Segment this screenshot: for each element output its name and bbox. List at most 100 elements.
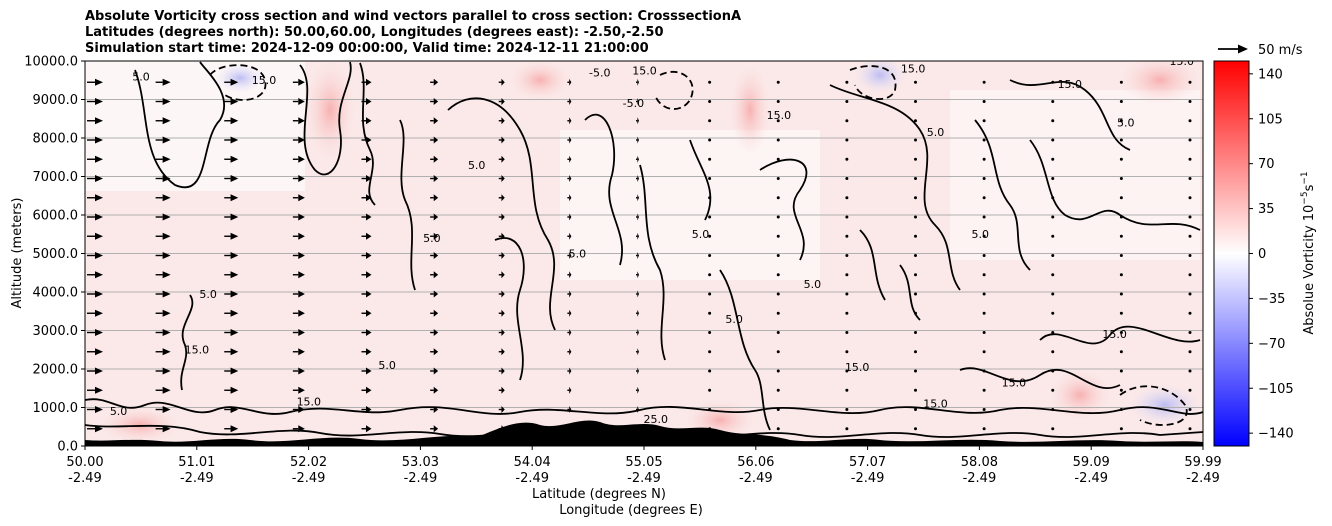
contour-label: 5.0: [199, 288, 217, 301]
x-tick-label-lon: -2.49: [739, 471, 773, 486]
wind-vector: [87, 78, 103, 86]
wind-vector: [1051, 119, 1055, 123]
wind-vector: [776, 369, 780, 373]
wind-vector: [292, 309, 305, 317]
chart-title-line-2: Latitudes (degrees north): 50.00,60.00, …: [85, 25, 664, 40]
wind-vector: [1051, 157, 1055, 161]
wind-vector: [87, 194, 103, 202]
wind-vector: [1119, 311, 1123, 315]
contour-label: 5.0: [110, 405, 128, 418]
negative-vorticity-contours: [209, 64, 1188, 426]
wind-vector: [292, 367, 305, 375]
wind-vector: [776, 138, 780, 142]
wind-vector: [224, 309, 239, 317]
wind-vector: [708, 119, 712, 123]
wind-vector: [982, 331, 986, 334]
x-tick-label-lat: 50.00: [66, 455, 103, 470]
wind-vector: [845, 350, 849, 354]
colorbar-tick-label: 140: [1258, 67, 1283, 82]
wind-vector: [776, 234, 780, 238]
wind-vector: [498, 136, 505, 144]
wind-vector: [708, 196, 712, 200]
y-tick-label: 0.0: [57, 440, 78, 455]
wind-vector: [361, 232, 372, 240]
contour-label: 15.0: [1169, 55, 1194, 68]
wind-vector: [636, 348, 639, 356]
wind-vector: [292, 348, 305, 356]
wind-vector: [982, 215, 986, 219]
wind-vector: [87, 213, 103, 221]
x-tick-label-lon: -2.49: [515, 471, 549, 486]
wind-vector: [1051, 292, 1055, 296]
wind-vector: [155, 136, 171, 144]
wind-vector: [914, 177, 917, 180]
wind-vector: [845, 100, 849, 103]
wind-vector: [361, 271, 372, 279]
wind-vector: [567, 117, 572, 125]
wind-vector: [87, 309, 103, 317]
contour-label: 15.0: [1058, 78, 1083, 91]
y-tick-label: 6000.0: [33, 209, 79, 224]
wind-vector: [776, 215, 780, 219]
wind-vector: [776, 292, 780, 296]
wind-vector: [430, 348, 439, 356]
wind-vector: [776, 254, 780, 257]
wind-vector: [498, 175, 505, 182]
wind-vector: [636, 290, 639, 298]
wind-vector: [708, 369, 712, 373]
wind-vector: [498, 290, 505, 298]
wind-vector: [155, 252, 171, 259]
wind-vector: [224, 117, 239, 125]
wind-vector: [155, 425, 171, 433]
wind-vector: [224, 136, 239, 144]
wind-vector: [1051, 234, 1055, 238]
wind-vector: [155, 194, 171, 202]
wind-vector: [1051, 254, 1055, 257]
wind-vector: [430, 309, 439, 317]
wind-vector: [708, 80, 712, 84]
wind-vector: [567, 290, 572, 298]
wind-vector: [914, 254, 917, 257]
wind-vector: [708, 408, 712, 411]
x-tick-label-lat: 59.99: [1184, 455, 1221, 470]
wind-vector: [1188, 369, 1192, 373]
wind-vector: [914, 138, 917, 142]
wind-vector: [845, 177, 849, 180]
wind-vector: [361, 367, 372, 375]
wind-vector: [1119, 157, 1123, 161]
wind-vector: [914, 119, 917, 123]
wind-vector: [914, 273, 917, 277]
wind-vector: [914, 100, 917, 103]
wind-vector: [1188, 100, 1192, 103]
wind-vector: [224, 406, 239, 413]
wind-vector: [914, 408, 917, 411]
colorbar-tick-label: −140: [1258, 427, 1294, 442]
quiver-key-arrowhead: [1238, 44, 1248, 54]
wind-vector: [567, 136, 572, 144]
x-axis-label-secondary: Longitude (degrees E): [559, 503, 703, 518]
wind-vector: [292, 271, 305, 279]
wind-vector: [87, 386, 103, 394]
wind-vector: [845, 388, 849, 392]
wind-vector: [914, 350, 917, 354]
wind-vector: [567, 78, 572, 86]
wind-vector: [87, 425, 103, 433]
wind-vector: [636, 155, 639, 163]
wind-vector: [498, 232, 505, 240]
wind-vector: [155, 232, 171, 240]
wind-vector: [636, 213, 639, 221]
wind-vector: [155, 155, 171, 163]
wind-vector: [982, 273, 986, 277]
wind-vector: [845, 196, 849, 200]
x-tick-label-lon: -2.49: [851, 471, 885, 486]
wind-vector: [567, 309, 572, 317]
colorbar-tick-label: 105: [1258, 112, 1283, 127]
wind-vector: [776, 80, 780, 84]
wind-vector: [1051, 215, 1055, 219]
wind-vector: [914, 292, 917, 296]
wind-vector: [292, 406, 305, 413]
wind-vector: [845, 254, 849, 257]
wind-vector: [776, 273, 780, 277]
wind-vector: [776, 408, 780, 411]
contour-label: 15.0: [1002, 376, 1027, 389]
